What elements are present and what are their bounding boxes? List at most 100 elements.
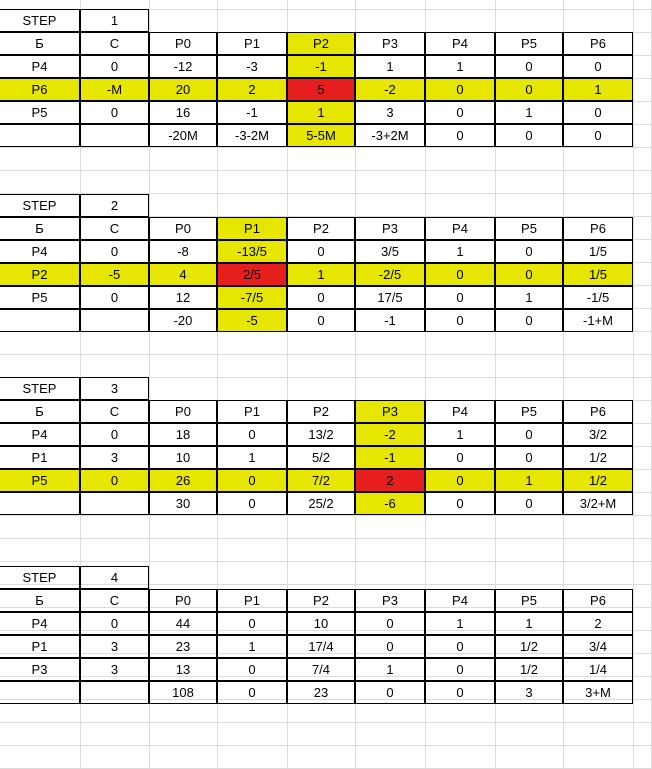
delta-row-cell[interactable] bbox=[0, 492, 80, 515]
empty-cell[interactable] bbox=[356, 723, 426, 746]
empty-cell[interactable] bbox=[634, 631, 652, 654]
table-cell[interactable]: 0 bbox=[425, 658, 495, 681]
empty-cell[interactable] bbox=[564, 378, 634, 401]
delta-row-cell[interactable]: 3/2+M bbox=[563, 492, 633, 515]
header-cell-p6[interactable]: P6 bbox=[563, 32, 633, 55]
delta-row-cell[interactable]: 108 bbox=[149, 681, 217, 704]
empty-cell[interactable] bbox=[634, 125, 652, 148]
empty-cell[interactable] bbox=[564, 654, 634, 677]
header-cell-p0[interactable]: P0 bbox=[149, 32, 217, 55]
table-cell[interactable]: 1/5 bbox=[563, 240, 633, 263]
table-cell[interactable]: 1 bbox=[495, 286, 563, 309]
empty-cell[interactable] bbox=[634, 217, 652, 240]
header-cell-p1[interactable]: P1 bbox=[217, 217, 287, 240]
empty-cell[interactable] bbox=[356, 516, 426, 539]
empty-cell[interactable] bbox=[218, 10, 288, 33]
empty-cell[interactable] bbox=[150, 355, 218, 378]
table-cell[interactable]: 0 bbox=[425, 101, 495, 124]
empty-cell[interactable] bbox=[426, 723, 496, 746]
delta-row-cell[interactable]: 0 bbox=[355, 681, 425, 704]
delta-row-cell[interactable] bbox=[80, 124, 149, 147]
delta-row-cell[interactable] bbox=[0, 124, 80, 147]
table-cell[interactable]: 0 bbox=[563, 101, 633, 124]
empty-cell[interactable] bbox=[634, 723, 652, 746]
table-cell[interactable]: 0 bbox=[495, 446, 563, 469]
table-cell[interactable]: 0 bbox=[80, 612, 149, 635]
table-cell[interactable]: P3 bbox=[0, 658, 80, 681]
empty-cell[interactable] bbox=[0, 355, 81, 378]
table-cell[interactable]: 1 bbox=[425, 423, 495, 446]
delta-row-cell[interactable]: 0 bbox=[495, 124, 563, 147]
step-label-cell[interactable]: STEP bbox=[0, 566, 80, 589]
empty-cell[interactable] bbox=[150, 723, 218, 746]
empty-cell[interactable] bbox=[634, 355, 652, 378]
empty-cell[interactable] bbox=[634, 171, 652, 194]
empty-cell[interactable] bbox=[218, 0, 288, 10]
empty-cell[interactable] bbox=[0, 723, 81, 746]
empty-cell[interactable] bbox=[288, 516, 356, 539]
table-cell[interactable]: 0 bbox=[425, 446, 495, 469]
empty-cell[interactable] bbox=[288, 148, 356, 171]
empty-cell[interactable] bbox=[634, 378, 652, 401]
empty-cell[interactable] bbox=[496, 171, 564, 194]
empty-cell[interactable] bbox=[496, 746, 564, 769]
table-cell[interactable]: 5/2 bbox=[287, 446, 355, 469]
delta-row-cell[interactable]: 30 bbox=[149, 492, 217, 515]
empty-cell[interactable] bbox=[81, 562, 150, 585]
delta-row-cell[interactable]: 0 bbox=[425, 309, 495, 332]
empty-cell[interactable] bbox=[564, 516, 634, 539]
table-cell[interactable]: -8 bbox=[149, 240, 217, 263]
header-cell-p2[interactable]: P2 bbox=[287, 400, 355, 423]
empty-cell[interactable] bbox=[356, 194, 426, 217]
delta-row-cell[interactable]: 3+M bbox=[563, 681, 633, 704]
table-cell[interactable]: 3/5 bbox=[355, 240, 425, 263]
empty-cell[interactable] bbox=[564, 332, 634, 355]
empty-cell[interactable] bbox=[81, 171, 150, 194]
table-cell[interactable]: 0 bbox=[425, 286, 495, 309]
empty-cell[interactable] bbox=[426, 516, 496, 539]
empty-cell[interactable] bbox=[564, 125, 634, 148]
header-cell-c[interactable]: C bbox=[80, 32, 149, 55]
empty-cell[interactable] bbox=[81, 148, 150, 171]
empty-cell[interactable] bbox=[634, 424, 652, 447]
table-cell[interactable]: -2/5 bbox=[355, 263, 425, 286]
empty-cell[interactable] bbox=[426, 10, 496, 33]
table-cell[interactable]: -1 bbox=[217, 101, 287, 124]
header-cell-p6[interactable]: P6 bbox=[563, 400, 633, 423]
delta-row-cell[interactable] bbox=[80, 681, 149, 704]
empty-cell[interactable] bbox=[150, 148, 218, 171]
empty-cell[interactable] bbox=[634, 79, 652, 102]
empty-cell[interactable] bbox=[218, 332, 288, 355]
empty-cell[interactable] bbox=[356, 355, 426, 378]
table-cell[interactable]: P5 bbox=[0, 286, 80, 309]
table-cell[interactable]: 0 bbox=[217, 469, 287, 492]
empty-cell[interactable] bbox=[150, 378, 218, 401]
table-cell[interactable]: -12 bbox=[149, 55, 217, 78]
table-cell[interactable]: 2/5 bbox=[217, 263, 287, 286]
empty-cell[interactable] bbox=[81, 539, 150, 562]
header-cell-p1[interactable]: P1 bbox=[217, 589, 287, 612]
header-cell-б[interactable]: Б bbox=[0, 32, 80, 55]
table-cell[interactable]: 17/4 bbox=[287, 635, 355, 658]
delta-row-cell[interactable]: -1 bbox=[355, 309, 425, 332]
header-cell-б[interactable]: Б bbox=[0, 400, 80, 423]
delta-row-cell[interactable]: 0 bbox=[495, 492, 563, 515]
table-cell[interactable]: 0 bbox=[80, 286, 149, 309]
delta-row-cell[interactable]: 0 bbox=[217, 492, 287, 515]
delta-row-cell[interactable]: 0 bbox=[425, 492, 495, 515]
table-cell[interactable]: 3/4 bbox=[563, 635, 633, 658]
table-cell[interactable]: 0 bbox=[80, 423, 149, 446]
empty-cell[interactable] bbox=[356, 332, 426, 355]
table-cell[interactable]: 26 bbox=[149, 469, 217, 492]
empty-cell[interactable] bbox=[150, 516, 218, 539]
table-cell[interactable]: 1 bbox=[425, 612, 495, 635]
table-cell[interactable]: 1 bbox=[287, 101, 355, 124]
table-cell[interactable]: -3 bbox=[217, 55, 287, 78]
delta-row-cell[interactable]: 5-5M bbox=[287, 124, 355, 147]
header-cell-p6[interactable]: P6 bbox=[563, 589, 633, 612]
table-cell[interactable]: 0 bbox=[425, 635, 495, 658]
header-cell-p1[interactable]: P1 bbox=[217, 400, 287, 423]
table-cell[interactable]: 17/5 bbox=[355, 286, 425, 309]
delta-row-cell[interactable] bbox=[0, 309, 80, 332]
delta-row-cell[interactable]: 23 bbox=[287, 681, 355, 704]
